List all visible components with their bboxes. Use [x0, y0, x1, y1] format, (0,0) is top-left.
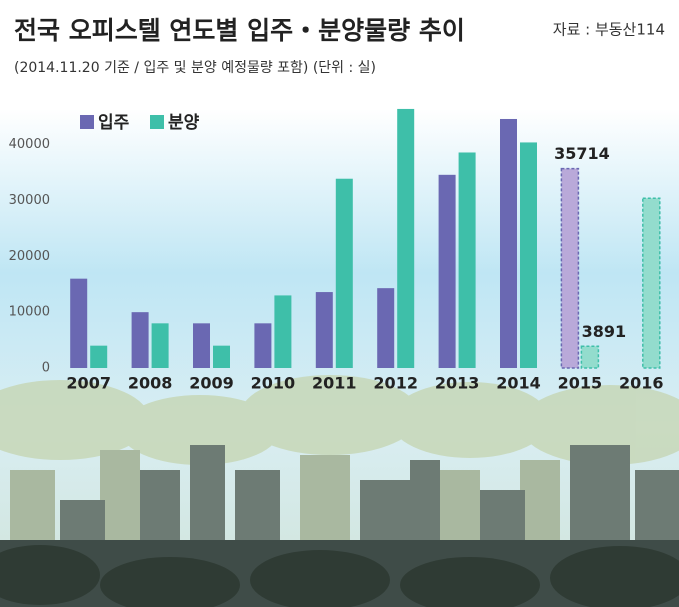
- x-tick-label: 2007: [66, 374, 111, 393]
- legend-label: 입주: [98, 113, 130, 133]
- bar: [397, 108, 415, 368]
- bar: [213, 345, 230, 368]
- x-tick-label: 2016: [619, 374, 664, 393]
- x-tick-label: 2012: [373, 374, 418, 393]
- y-tick-label: 10000: [9, 305, 50, 320]
- bar: [254, 323, 272, 368]
- x-tick-label: 2015: [558, 374, 603, 393]
- bar: [580, 345, 600, 369]
- source: 자료 : 부동산114: [553, 21, 665, 39]
- x-tick-label: 2008: [128, 374, 173, 393]
- bar: [90, 345, 108, 368]
- bar: [131, 312, 149, 368]
- bar: [642, 197, 661, 369]
- x-tick-label: 2009: [189, 374, 234, 393]
- x-tick-label: 2010: [251, 374, 296, 393]
- bar: [500, 118, 517, 368]
- bar: [315, 292, 333, 368]
- bar: [193, 323, 210, 368]
- bar: [560, 167, 580, 369]
- legend-label: 분양: [168, 113, 200, 133]
- legend-swatch: [80, 115, 94, 129]
- bar: [70, 278, 88, 368]
- x-tick-label: 2013: [435, 374, 480, 393]
- bar: [335, 178, 353, 368]
- bar: [377, 288, 395, 368]
- y-tick-label: 0: [42, 361, 50, 376]
- x-tick-label: 2011: [312, 374, 357, 393]
- subtitle: (2014.11.20 기준 / 입주 및 분양 예정물량 포함) (단위 : …: [14, 60, 376, 76]
- chart-title: 전국 오피스텔 연도별 입주・분양물량 추이: [14, 16, 465, 45]
- bar: [458, 152, 476, 368]
- y-tick-label: 40000: [9, 137, 50, 152]
- bar: [520, 142, 537, 368]
- bar: [151, 323, 169, 368]
- legend-swatch: [150, 115, 164, 129]
- data-label: 35714: [554, 144, 610, 163]
- skyline: [0, 375, 679, 607]
- y-tick-label: 20000: [9, 249, 50, 264]
- bar: [438, 174, 456, 368]
- bar: [274, 295, 292, 368]
- data-label: 3891: [582, 322, 627, 341]
- x-tick-label: 2014: [496, 374, 541, 393]
- y-tick-label: 30000: [9, 193, 50, 208]
